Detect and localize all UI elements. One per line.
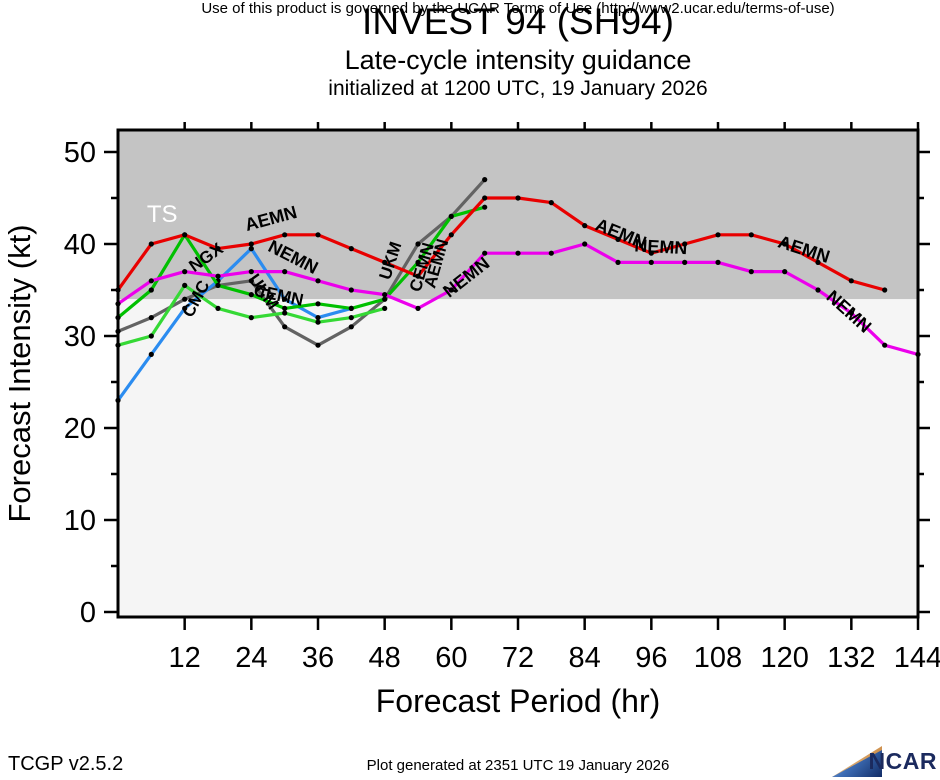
svg-text:40: 40 [64, 229, 96, 261]
intensity-guidance-chart: 12 24 36 48 60 72 84 96 108 120 132 144 0 10 20 30 40 50 F… [2, 122, 940, 719]
svg-text:48: 48 [369, 642, 401, 674]
svg-text:10: 10 [64, 505, 96, 537]
svg-text:20: 20 [64, 413, 96, 445]
plot-border [116, 128, 920, 619]
x-axis-title: Forecast Period (hr) [376, 683, 661, 719]
tcgp-version-label: TCGP v2.5.2 [8, 753, 124, 775]
svg-text:36: 36 [302, 642, 334, 674]
svg-text:108: 108 [694, 642, 742, 674]
svg-text:12: 12 [169, 642, 201, 674]
y-axis-title: Forecast Intensity (kt) [2, 224, 37, 522]
svg-text:120: 120 [760, 642, 808, 674]
series-aemn [115, 195, 888, 293]
svg-text:50: 50 [64, 137, 96, 169]
label-ts: TS [147, 201, 178, 228]
series-nemn [115, 241, 921, 357]
chart-subtitle: Late-cycle intensity guidance [344, 45, 692, 75]
svg-text:30: 30 [64, 321, 96, 353]
svg-text:60: 60 [435, 642, 467, 674]
svg-text:0: 0 [80, 597, 96, 629]
svg-text:72: 72 [502, 642, 534, 674]
svg-text:24: 24 [235, 642, 267, 674]
axis-tick-labels: 12 24 36 48 60 72 84 96 108 120 132 144 0 10 20 30 40 50 [64, 137, 940, 674]
title-block: INVEST 94 (SH94) Late-cycle intensity gu… [118, 0, 918, 102]
chart-init-line: initialized at 1200 UTC, 19 January 2026 [328, 77, 708, 100]
svg-text:84: 84 [569, 642, 601, 674]
label-nemn: NEMN [634, 235, 688, 258]
ncar-logo: NCAR [832, 745, 937, 778]
ncar-swoosh-icon [832, 746, 882, 777]
terms-of-use-text: Use of this product is governed by the U… [201, 0, 835, 17]
svg-text:96: 96 [635, 642, 667, 674]
plot-generated-text: Plot generated at 2351 UTC 19 January 20… [366, 757, 670, 774]
svg-text:144: 144 [894, 642, 940, 674]
series-ukm [115, 177, 488, 348]
chart-title: INVEST 94 (SH94) [362, 1, 674, 42]
svg-text:132: 132 [827, 642, 875, 674]
ts-region [118, 130, 918, 617]
ncar-logo-text: NCAR [868, 748, 937, 774]
